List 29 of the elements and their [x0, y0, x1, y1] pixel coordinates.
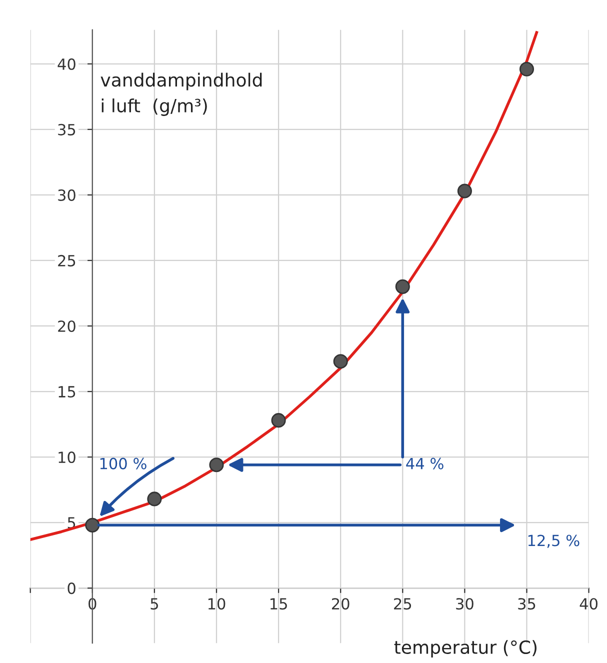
- point: [147, 492, 162, 506]
- x-axis-title: temperatur (°C): [394, 640, 537, 658]
- x-tick-label: 10: [208, 598, 226, 610]
- x-tick-label: 40: [580, 598, 598, 610]
- point: [457, 184, 472, 198]
- y-tick-label: 35: [58, 124, 76, 136]
- y-axis-title: vanddampindhold i luft (g/m³): [100, 72, 262, 116]
- x-tick-label: 5: [150, 598, 158, 610]
- x-tick-label: 25: [394, 598, 412, 610]
- point: [519, 62, 534, 76]
- annotation: 44 %: [406, 458, 444, 470]
- point: [209, 458, 224, 472]
- x-tick-label: 15: [270, 598, 287, 610]
- y-tick-label: 25: [58, 254, 76, 266]
- x-tick-label: 30: [456, 598, 474, 610]
- y-tick-label: 10: [58, 451, 76, 464]
- annotation: 12,5 %: [528, 534, 580, 548]
- x-tick-label: 20: [332, 598, 350, 610]
- x-tick-label: 35: [518, 598, 536, 610]
- y-tick-label: 30: [58, 189, 76, 201]
- point: [85, 518, 100, 532]
- y-tick-label: 15: [58, 386, 76, 398]
- point: [271, 413, 286, 428]
- annotation: 100 %: [100, 458, 146, 470]
- point: [395, 279, 410, 294]
- y-tick-label: 40: [58, 58, 76, 70]
- point: [333, 354, 348, 369]
- y-tick-label: 20: [58, 320, 76, 332]
- y-tick-label: 0: [68, 582, 76, 594]
